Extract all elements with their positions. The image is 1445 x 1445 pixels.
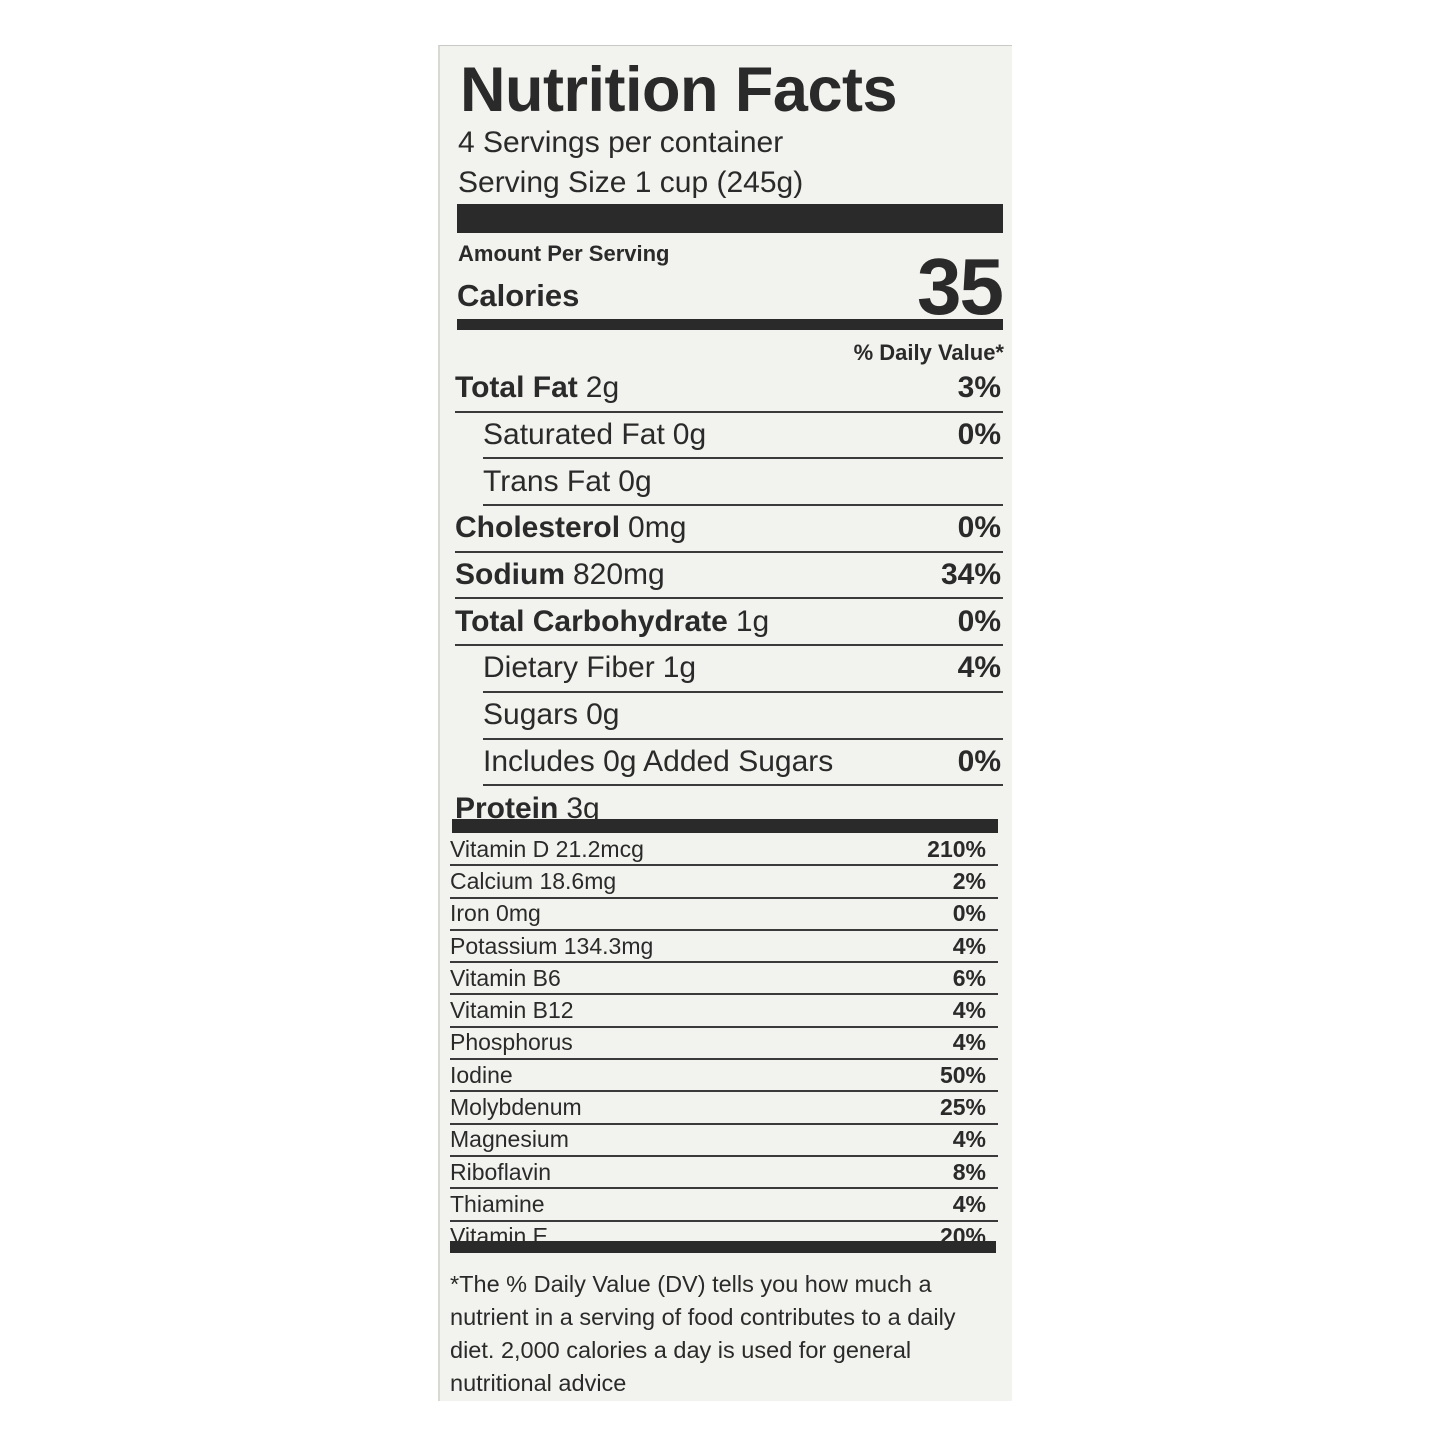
nutrient-amount: 1g <box>735 604 770 638</box>
vitamin-row: Molybdenum 25% <box>450 1092 998 1125</box>
nutrient-row: Cholesterol 0mg 0% <box>455 506 1003 553</box>
nutrient-label: Sugars <box>483 698 579 732</box>
nutrient-row: Saturated Fat 0g 0% <box>483 413 1003 460</box>
nutrient-daily-value: 0% <box>957 511 1001 545</box>
nutrient-amount: 0mg <box>628 511 687 545</box>
nutrient-amount: 0g <box>672 418 707 452</box>
nutrient-name: Sodium 820mg <box>455 558 665 592</box>
vitamin-name: Potassium 134.3mg <box>450 932 654 959</box>
serving-size: Serving Size 1 cup (245g) <box>458 166 804 199</box>
vitamin-row: Iodine 50% <box>450 1060 998 1093</box>
vitamin-daily-value: 50% <box>939 1061 986 1088</box>
nutrient-name: Cholesterol 0mg <box>455 511 686 545</box>
vitamin-name: Iron 0mg <box>450 900 541 927</box>
thick-divider <box>457 204 1003 233</box>
nutrient-label: Total Fat <box>455 371 578 405</box>
nutrient-amount: 1g <box>662 651 697 685</box>
calories-value: 35 <box>917 242 1004 331</box>
nutrient-name: Includes 0g Added Sugars <box>483 745 841 779</box>
nutrient-amount: 820mg <box>573 558 665 592</box>
nutrient-label: Cholesterol <box>455 511 621 545</box>
vitamin-name: Magnesium <box>450 1126 569 1153</box>
nutrient-label: Total Carbohydrate <box>455 604 728 638</box>
vitamin-row: Riboflavin 8% <box>450 1157 998 1190</box>
vitamin-daily-value: 8% <box>952 1158 986 1185</box>
nutrient-name: Sugars 0g <box>483 698 619 732</box>
nutrient-daily-value: 34% <box>940 558 1001 592</box>
nutrient-name: Total Fat 2g <box>455 371 619 405</box>
nutrient-label: Sodium <box>455 558 565 592</box>
nutrient-name: Total Carbohydrate 1g <box>455 605 769 639</box>
nutrient-row: Sodium 820mg 34% <box>455 553 1003 600</box>
vitamin-daily-value: 4% <box>952 932 986 959</box>
vitamin-list: Vitamin D 21.2mcg 210% Calcium 18.6mg 2% Iro… <box>450 834 998 1252</box>
vitamin-name: Riboflavin <box>450 1158 551 1185</box>
vitamin-row: Vitamin B6 6% <box>450 963 998 996</box>
vitamin-row: Thiamine 4% <box>450 1189 998 1222</box>
vitamin-daily-value: 4% <box>952 1126 986 1153</box>
nutrient-row: Includes 0g Added Sugars 0% <box>483 740 1003 787</box>
nutrient-daily-value: 4% <box>957 651 1001 685</box>
thick-divider <box>452 819 998 833</box>
vitamin-name: Vitamin D 21.2mcg <box>450 835 644 862</box>
vitamin-row: Potassium 134.3mg 4% <box>450 931 998 964</box>
nutrient-label: Trans Fat <box>483 464 611 498</box>
calories-label: Calories <box>457 278 580 313</box>
vitamin-row: Phosphorus 4% <box>450 1028 998 1061</box>
nutrient-daily-value: 3% <box>957 371 1001 405</box>
nutrient-row: Trans Fat 0g <box>483 459 1003 507</box>
nutrient-row: Total Carbohydrate 1g 0% <box>455 599 1003 647</box>
nutrient-label: Dietary Fiber <box>483 651 655 685</box>
nutrient-amount: 2g <box>585 371 620 405</box>
amount-per-serving: Amount Per Serving <box>458 241 670 266</box>
nutrient-name: Dietary Fiber 1g <box>483 651 696 685</box>
vitamin-row: Calcium 18.6mg 2% <box>450 866 998 899</box>
nutrient-daily-value: 0% <box>957 418 1001 452</box>
servings-per-container: 4 Servings per container <box>458 126 784 159</box>
nutrient-row: Sugars 0g <box>483 693 1003 740</box>
vitamin-name: Phosphorus <box>450 1029 573 1056</box>
vitamin-daily-value: 25% <box>939 1094 986 1121</box>
nutrient-daily-value: 0% <box>957 604 1001 638</box>
nutrient-row: Total Fat 2g 3% <box>455 366 1003 413</box>
nutrition-facts-label: Nutrition Facts 4 Servings per container… <box>438 45 1012 1401</box>
nutrient-label: Saturated Fat <box>483 418 665 452</box>
vitamin-daily-value: 0% <box>952 900 986 927</box>
label-title: Nutrition Facts <box>460 55 898 125</box>
nutrient-daily-value: 0% <box>957 744 1001 778</box>
daily-value-header: % Daily Value* <box>853 340 1004 365</box>
vitamin-daily-value: 210% <box>927 835 986 862</box>
vitamin-daily-value: 4% <box>952 1190 986 1217</box>
vitamin-daily-value: 4% <box>952 997 986 1024</box>
nutrient-list: Total Fat 2g 3% Saturated Fat 0g 0% Trans Fat 0… <box>455 366 1003 831</box>
nutrient-amount: 0g <box>618 464 652 498</box>
medium-divider <box>450 1241 996 1253</box>
vitamin-row: Vitamin B12 4% <box>450 995 998 1028</box>
vitamin-daily-value: 2% <box>952 867 986 894</box>
vitamin-name: Calcium 18.6mg <box>450 867 617 894</box>
nutrient-row: Dietary Fiber 1g 4% <box>483 646 1003 693</box>
nutrient-name: Saturated Fat 0g <box>483 418 706 452</box>
footnote: *The % Daily Value (DV) tells you how mu… <box>450 1271 956 1396</box>
nutrient-amount: 0g <box>586 698 620 732</box>
nutrient-name: Trans Fat 0g <box>483 465 652 499</box>
nutrient-label: Includes 0g Added Sugars <box>483 744 834 778</box>
vitamin-name: Thiamine <box>450 1190 545 1217</box>
vitamin-name: Iodine <box>450 1061 513 1088</box>
vitamin-name: Molybdenum <box>450 1094 582 1121</box>
vitamin-name: Vitamin B12 <box>450 997 574 1024</box>
vitamin-daily-value: 4% <box>952 1029 986 1056</box>
medium-divider <box>457 319 1003 330</box>
vitamin-daily-value: 6% <box>952 964 986 991</box>
vitamin-name: Vitamin B6 <box>450 964 561 991</box>
vitamin-row: Magnesium 4% <box>450 1125 998 1157</box>
vitamin-row: Iron 0mg 0% <box>450 899 998 931</box>
vitamin-row: Vitamin D 21.2mcg 210% <box>450 834 998 867</box>
